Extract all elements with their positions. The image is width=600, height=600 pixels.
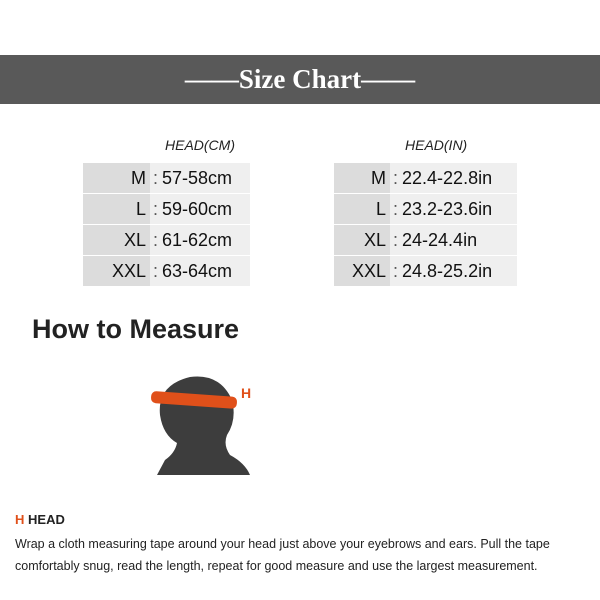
page-title: ——Size Chart—— bbox=[184, 64, 416, 94]
size-label: L bbox=[83, 194, 150, 224]
size-label: XXL bbox=[334, 256, 390, 286]
head-section-title: H HEAD bbox=[15, 512, 65, 527]
how-to-measure-title: How to Measure bbox=[32, 314, 240, 344]
size-value: 59-60cm bbox=[162, 198, 233, 219]
table-row: M:57-58cm bbox=[83, 163, 250, 194]
table-row: XXL:63-64cm bbox=[83, 256, 250, 287]
cm-table: M:57-58cm L:59-60cm XL:61-62cm XXL:63-64… bbox=[83, 163, 250, 287]
size-value: 23.2-23.6in bbox=[402, 198, 493, 219]
table-row: XXL:24.8-25.2in bbox=[334, 256, 517, 287]
size-label: XL bbox=[334, 225, 390, 255]
size-label: XXL bbox=[83, 256, 150, 286]
h-marker: H bbox=[241, 385, 251, 401]
size-value: 24-24.4in bbox=[402, 229, 478, 250]
in-heading: HEAD(IN) bbox=[405, 137, 468, 153]
size-value: 61-62cm bbox=[162, 229, 233, 250]
size-value: 22.4-22.8in bbox=[402, 167, 493, 188]
head-measuring-icon: H bbox=[151, 376, 251, 475]
header-bar: ——Size Chart—— bbox=[0, 55, 600, 104]
size-value: 57-58cm bbox=[162, 167, 233, 188]
size-label: M bbox=[83, 163, 150, 193]
measure-description: Wrap a cloth measuring tape around your … bbox=[15, 537, 550, 573]
size-label: M bbox=[334, 163, 390, 193]
section-name: HEAD bbox=[28, 512, 65, 527]
cm-heading: HEAD(CM) bbox=[165, 137, 235, 153]
table-row: XL:61-62cm bbox=[83, 225, 250, 256]
in-table: M:22.4-22.8in L:23.2-23.6in XL:24-24.4in… bbox=[334, 163, 517, 287]
size-value: 24.8-25.2in bbox=[402, 260, 493, 281]
section-letter: H bbox=[15, 512, 25, 527]
table-row: L:23.2-23.6in bbox=[334, 194, 517, 225]
size-label: L bbox=[334, 194, 390, 224]
table-row: L:59-60cm bbox=[83, 194, 250, 225]
size-value: 63-64cm bbox=[162, 260, 233, 281]
table-row: M:22.4-22.8in bbox=[334, 163, 517, 194]
table-row: XL:24-24.4in bbox=[334, 225, 517, 256]
size-label: XL bbox=[83, 225, 150, 255]
